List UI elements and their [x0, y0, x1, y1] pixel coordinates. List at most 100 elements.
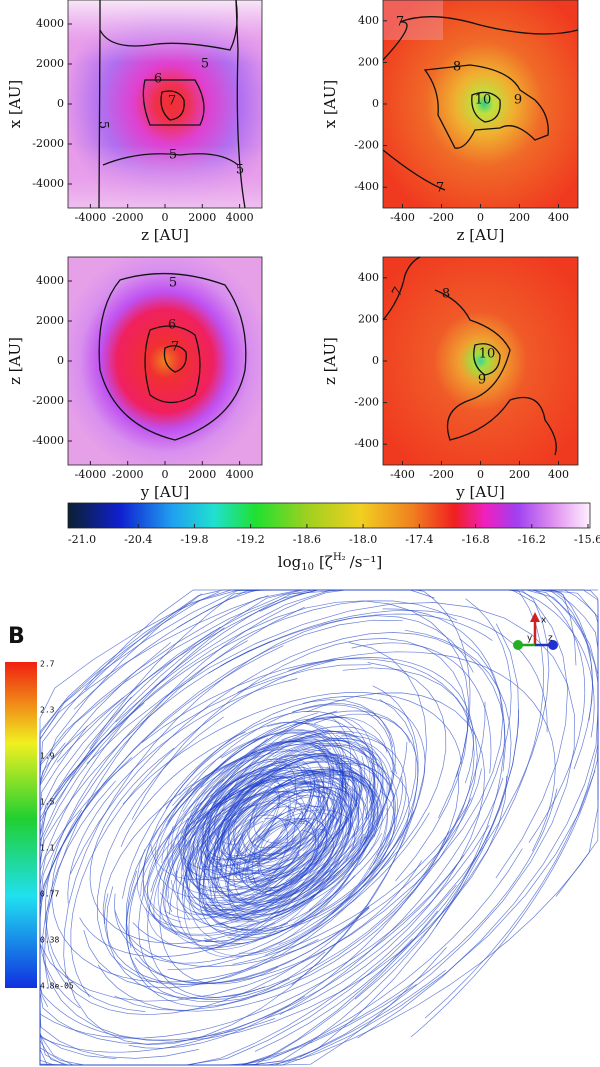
streamline [202, 826, 280, 860]
streamline [83, 699, 417, 989]
triad-label: z [548, 634, 553, 644]
y-axis-label: z [AU] [321, 337, 339, 385]
contour-label: 7 [168, 94, 176, 109]
streamline [206, 760, 398, 957]
streamline [174, 760, 397, 876]
triad-y-head [513, 640, 523, 650]
x-axis-label: y [AU] [455, 483, 504, 501]
streamline [196, 835, 282, 861]
streamline [228, 806, 245, 862]
triad-x-head [530, 612, 540, 622]
streamline [187, 862, 323, 906]
streamline [227, 806, 307, 848]
streamline [233, 853, 300, 883]
contour-label: 5 [96, 121, 111, 129]
x-tick-label: -200 [429, 468, 454, 481]
streamline [182, 761, 301, 870]
streamline [145, 790, 335, 949]
colorbar-tick-label: -17.4 [405, 533, 433, 546]
streamline [230, 832, 383, 923]
colorbar-tick-label: -19.8 [180, 533, 208, 546]
streamline [198, 794, 355, 912]
streamline [313, 713, 419, 915]
streamline [198, 820, 289, 931]
streamline [330, 746, 382, 866]
contour-label: 8 [442, 287, 450, 302]
colorbar-b-tick-label: 2.3 [40, 706, 55, 715]
y-tick-label: 200 [358, 312, 379, 325]
streamline [122, 711, 374, 899]
streamline [204, 817, 222, 876]
triad-label: y [527, 634, 533, 644]
streamline [39, 638, 504, 1002]
streamline [79, 893, 318, 957]
streamline [205, 730, 354, 951]
streamline [278, 796, 303, 823]
colorbar-tick-label: -19.2 [237, 533, 265, 546]
contour-label: 7 [171, 340, 179, 355]
streamline [166, 791, 304, 913]
streamline [203, 769, 368, 875]
streamline [39, 600, 470, 868]
streamline [224, 833, 305, 904]
streamline [252, 789, 328, 824]
streamline [73, 589, 509, 710]
streamline [189, 791, 286, 874]
streamline [235, 821, 307, 876]
streamline [141, 658, 475, 850]
streamline [167, 704, 394, 847]
streamline [251, 822, 283, 892]
y-tick-label: -2000 [32, 137, 64, 150]
y-tick-label: 400 [358, 14, 379, 27]
streamline [142, 699, 394, 936]
y-tick-label: -4000 [32, 177, 64, 190]
x-tick-label: 4000 [226, 468, 254, 481]
streamline [114, 875, 356, 964]
x-tick-label: -2000 [112, 468, 144, 481]
contour-label: 6 [168, 318, 176, 333]
streamline [264, 812, 430, 956]
colorbar-tick-label: -15.6 [574, 533, 600, 546]
colorbar-b-tick-label: 0.77 [40, 890, 59, 899]
streamline [382, 608, 505, 927]
streamline [263, 796, 350, 836]
x-tick-label: -4000 [75, 211, 107, 224]
streamline [239, 857, 271, 892]
streamline [125, 831, 449, 1003]
contour-label: 5 [236, 163, 244, 178]
streamline [40, 969, 447, 1066]
streamline [202, 835, 366, 910]
streamline [205, 776, 403, 942]
streamline [217, 740, 378, 850]
contour-label: 9 [514, 93, 522, 108]
x-tick-label: 2000 [188, 211, 216, 224]
x-tick-label: 4000 [226, 211, 254, 224]
streamline [237, 657, 474, 784]
streamline [232, 789, 317, 857]
y-axis-label: x [AU] [321, 80, 339, 128]
y-tick-label: 4000 [36, 17, 64, 30]
x-tick-label: 0 [477, 468, 484, 481]
streamline [224, 737, 379, 780]
streamline [128, 712, 319, 949]
streamline [293, 763, 350, 901]
heatmap [383, 257, 578, 465]
streamline [202, 787, 299, 934]
y-tick-label: -2000 [32, 394, 64, 407]
streamline [219, 716, 374, 816]
streamline [246, 830, 284, 849]
streamline [131, 638, 468, 882]
streamline [318, 828, 334, 872]
streamline [216, 847, 262, 881]
y-tick-label: -400 [354, 180, 379, 193]
streamline [218, 829, 294, 888]
streamline [86, 602, 575, 1058]
triad-z-head [548, 640, 558, 650]
contour-label: 8 [453, 60, 461, 75]
streamline [284, 822, 317, 879]
streamline [219, 802, 296, 873]
streamline [237, 871, 339, 936]
colorbar-b-tick-label: 2.7 [40, 660, 55, 669]
streamline [170, 775, 207, 850]
